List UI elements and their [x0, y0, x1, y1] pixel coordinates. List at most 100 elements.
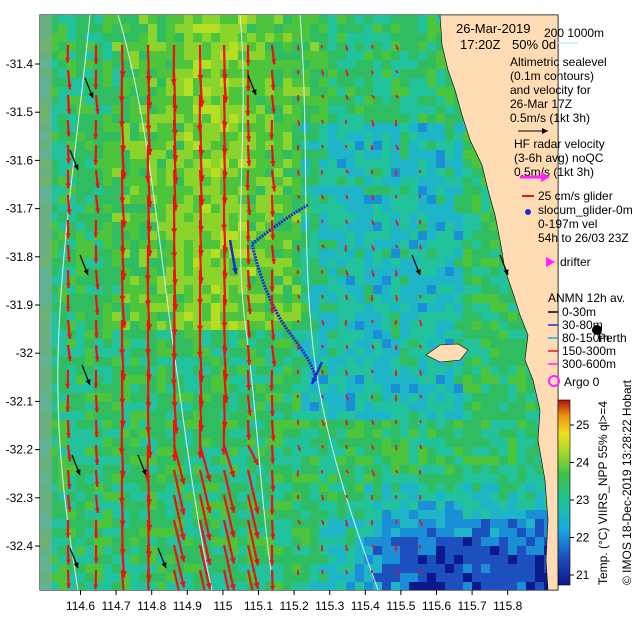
sst-cell [391, 123, 401, 133]
sst-cell [157, 96, 167, 106]
sst-cell [346, 240, 356, 250]
sst-cell [337, 456, 347, 466]
sst-cell [274, 69, 284, 79]
sst-cell [76, 42, 86, 52]
sst-cell [247, 411, 257, 421]
sst-cell [463, 249, 473, 259]
sst-cell [391, 456, 401, 466]
sst-cell [67, 132, 77, 142]
sst-cell [58, 564, 68, 574]
sst-cell [274, 447, 284, 457]
sst-cell [67, 15, 77, 25]
sst-cell [445, 96, 455, 106]
sst-cell [310, 96, 320, 106]
hf-arrow-head [65, 233, 71, 239]
hf-arrow-head [371, 421, 375, 425]
sst-cell [391, 510, 401, 520]
sst-cell [409, 546, 419, 556]
sst-cell [121, 447, 131, 457]
sst-cell [94, 195, 104, 205]
sst-cell [400, 564, 410, 574]
sst-cell [337, 483, 347, 493]
sst-cell [157, 357, 167, 367]
sst-cell [292, 78, 302, 88]
sst-cell [58, 339, 68, 349]
sst-cell [301, 96, 311, 106]
sst-cell [103, 465, 113, 475]
sst-cell [355, 51, 365, 61]
perth-marker [592, 325, 602, 335]
hf-arrow [222, 569, 230, 590]
sst-cell [355, 492, 365, 502]
sst-cell [337, 339, 347, 349]
sst-cell [337, 366, 347, 376]
hf-arrow [198, 344, 203, 382]
sst-cell [193, 285, 203, 295]
sst-cell [58, 213, 68, 223]
sst-cell [202, 348, 212, 358]
sst-cell [373, 393, 383, 403]
sst-cell [499, 519, 509, 529]
sst-cell [58, 447, 68, 457]
hf-arrow-head [94, 459, 100, 465]
sst-cell [400, 393, 410, 403]
sst-cell [355, 114, 365, 124]
sst-cell [463, 186, 473, 196]
sst-cell [58, 231, 68, 241]
sst-cell [490, 249, 500, 259]
sst-cell [139, 411, 149, 421]
sst-cell [238, 42, 248, 52]
sst-cell [310, 168, 320, 178]
sst-cell [112, 51, 122, 61]
sst-cell [76, 420, 86, 430]
sst-cell [490, 366, 500, 376]
sst-cell [292, 483, 302, 493]
sst-cell [121, 375, 131, 385]
sst-cell [166, 213, 176, 223]
sst-cell [76, 276, 86, 286]
sst-cell [418, 186, 428, 196]
hf-arrow-head [395, 245, 398, 249]
sst-cell [328, 321, 338, 331]
hf-arrow [172, 419, 176, 461]
sst-cell [490, 519, 500, 529]
sst-cell [58, 105, 68, 115]
sst-cell [337, 204, 347, 214]
sst-cell [202, 267, 212, 277]
hf-arrow-head [269, 410, 275, 416]
sst-cell [391, 33, 401, 43]
hf-arrow-head [418, 295, 422, 298]
x-tick-label: 115.1 [244, 599, 273, 613]
sst-cell [112, 132, 122, 142]
sst-cell [355, 438, 365, 448]
sst-cell [463, 474, 473, 484]
sst-cell [445, 213, 455, 223]
sst-cell [67, 510, 77, 520]
sst-cell [247, 456, 257, 466]
sst-cell [58, 456, 68, 466]
sst-cell [265, 24, 275, 34]
sst-cell [139, 474, 149, 484]
sst-cell [130, 51, 140, 61]
sst-cell [499, 582, 509, 590]
sst-cell [499, 393, 509, 403]
sst-cell [319, 528, 329, 538]
sst-cell [103, 294, 113, 304]
sst-cell [481, 510, 491, 520]
sst-cell [373, 267, 383, 277]
sst-cell [454, 285, 464, 295]
sst-cell [58, 60, 68, 70]
sst-cell [445, 78, 455, 88]
sst-cell [247, 276, 257, 286]
sst-cell [166, 168, 176, 178]
sst-cell [274, 411, 284, 421]
sst-cell [328, 15, 338, 25]
sst-cell [427, 51, 437, 61]
sst-cell [355, 150, 365, 160]
sst-cell [220, 15, 230, 25]
sst-cell [463, 528, 473, 538]
hf-arrow-head [66, 131, 71, 137]
sst-cell [265, 582, 275, 590]
sst-cell [436, 537, 446, 547]
sst-cell [409, 573, 419, 583]
